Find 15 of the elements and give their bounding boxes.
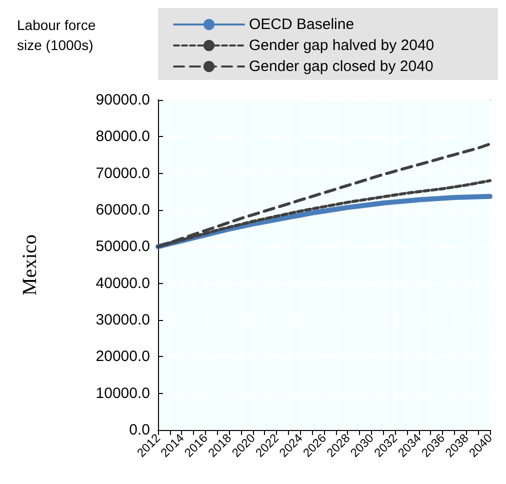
y-tick-label: 0.0 <box>129 422 150 438</box>
y-tick-label: 10000.0 <box>96 384 150 402</box>
y-tick-label: 30000.0 <box>96 312 150 328</box>
legend-label: OECD Baseline <box>249 16 354 33</box>
y-tick-label: 60000.0 <box>96 202 150 218</box>
chart-title: Labour force size (1000s) <box>17 17 100 53</box>
y-tick-label: 80000.0 <box>96 128 150 146</box>
y-tick-label: 90000.0 <box>96 92 150 108</box>
legend-label: Gender gap closed by 2040 <box>249 58 434 75</box>
y-tick-label: 70000.0 <box>96 164 150 182</box>
y-tick-label: 50000.0 <box>96 238 150 256</box>
y-axis-title: Mexico <box>19 234 41 296</box>
legend-label: Gender gap halved by 2040 <box>249 37 434 54</box>
y-tick-label: 40000.0 <box>96 274 150 292</box>
y-tick-label: 20000.0 <box>96 348 150 366</box>
